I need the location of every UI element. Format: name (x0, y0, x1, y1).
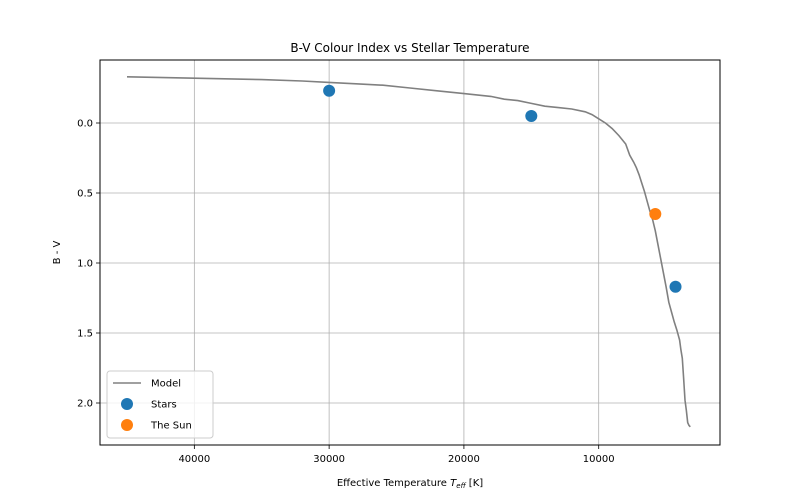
y-tick-label: 1.0 (77, 259, 93, 270)
model-line (126, 76, 691, 428)
legend-model-label: Model (151, 379, 181, 390)
x-tick-label: 30000 (313, 454, 345, 465)
x-axis-label-suffix: [K] (466, 478, 484, 489)
x-axis-label-symbol: T (450, 478, 457, 489)
y-axis-label: B - V (52, 241, 63, 265)
stars-point (525, 110, 538, 122)
y-tick-label: 1.5 (77, 329, 93, 340)
legend-stars-swatch (121, 398, 133, 410)
grid (100, 60, 720, 445)
y-tick-label: 0.0 (77, 119, 93, 130)
x-axis-ticks: 40000 30000 20000 10000 (178, 445, 615, 465)
chart-title: B-V Colour Index vs Stellar Temperature (290, 41, 529, 55)
y-tick-label: 0.5 (77, 189, 93, 200)
stars-point (669, 280, 682, 293)
legend-box (106, 370, 214, 439)
x-tick-label: 40000 (178, 454, 210, 465)
legend-stars-label: Stars (151, 400, 177, 411)
y-axis-ticks: 0.0 0.5 1.0 1.5 2.0 (77, 119, 100, 410)
the-sun-point (649, 208, 662, 220)
x-axis-label: Effective Temperature Teff [K] (337, 478, 483, 490)
x-tick-label: 20000 (448, 454, 480, 465)
x-axis-label-subscript: eff (456, 482, 466, 490)
legend-the-sun-swatch (121, 419, 133, 431)
plot-frame (99, 59, 721, 446)
series-layer (126, 76, 691, 428)
x-tick-label: 10000 (583, 454, 615, 465)
y-tick-label: 2.0 (77, 399, 93, 410)
legend-items: Model Stars The Sun (113, 379, 192, 432)
x-axis-label-prefix: Effective Temperature (337, 478, 450, 489)
legend: Model Stars The Sun (106, 370, 214, 439)
stars-point (323, 84, 336, 97)
legend-the-sun-label: The Sun (150, 421, 192, 432)
